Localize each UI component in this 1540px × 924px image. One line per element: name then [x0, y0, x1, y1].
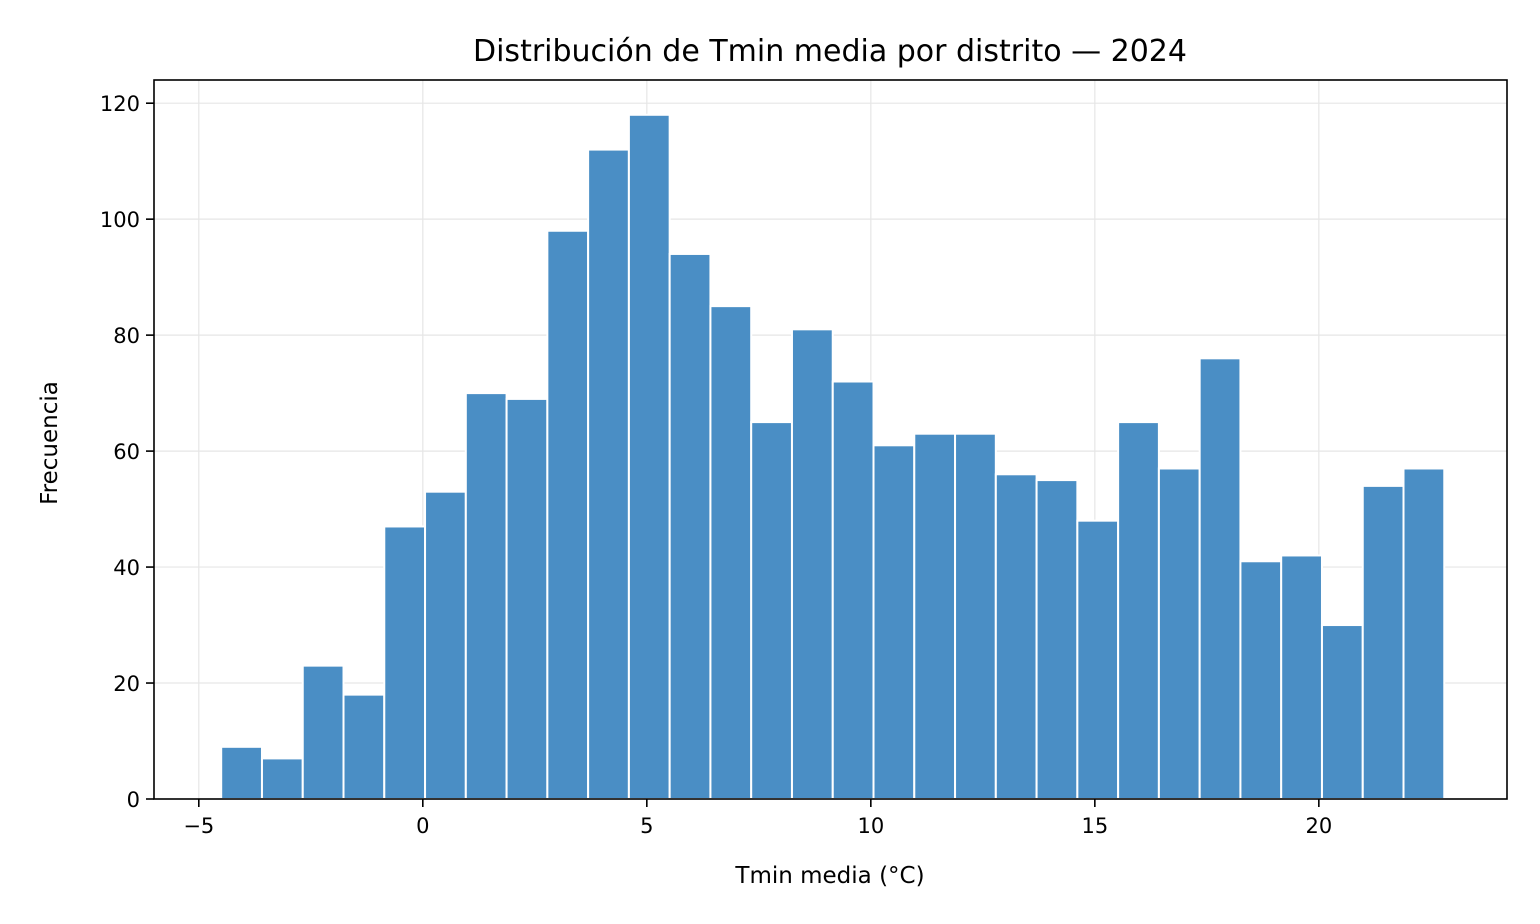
y-tick-label: 40 [113, 556, 140, 580]
y-tick-label: 120 [100, 92, 140, 116]
x-tick-label: 5 [640, 814, 653, 838]
histogram-bar [913, 432, 957, 800]
histogram-bar [668, 252, 712, 801]
histogram-bar [1320, 624, 1364, 801]
histogram-bar [1198, 357, 1242, 800]
histogram-bar [954, 432, 997, 800]
x-tick-label: 15 [1081, 814, 1108, 838]
y-axis-label: Frecuencia [37, 381, 63, 505]
chart-title: Distribución de Tmin media por distrito … [473, 34, 1187, 69]
plot-frame [153, 79, 1508, 800]
x-axis-ticks: −5 0 5 10 15 20 [183, 799, 1332, 838]
y-tick-label: 60 [113, 440, 140, 464]
histogram-bar [220, 745, 263, 800]
histogram-bar [627, 113, 671, 800]
x-tick-label: 10 [857, 814, 884, 838]
histogram-bar [301, 664, 345, 800]
x-tick-label: 20 [1305, 814, 1332, 838]
histogram-bar [1402, 467, 1446, 800]
y-tick-label: 20 [113, 672, 140, 696]
histogram-bar [342, 693, 386, 800]
histogram-bar [750, 421, 793, 800]
histogram-bar [546, 229, 590, 801]
x-tick-label: 0 [416, 814, 429, 838]
histogram-bar [1076, 519, 1120, 800]
histogram-bar [505, 397, 549, 800]
histogram-bar [260, 757, 304, 801]
y-tick-label: 0 [127, 788, 140, 812]
histogram-bar [587, 148, 630, 801]
histogram-bars [220, 113, 1446, 801]
histogram-bar [1157, 467, 1201, 800]
y-tick-label: 80 [113, 324, 140, 348]
histogram-bar [790, 328, 834, 800]
histogram-bar [1239, 560, 1283, 800]
y-tick-label: 100 [100, 208, 140, 232]
x-axis-label: Tmin media (°C) [734, 863, 924, 889]
histogram-bar [831, 380, 875, 800]
histogram-bar [383, 525, 427, 801]
histogram-bar [1117, 421, 1160, 800]
histogram-bar [1361, 484, 1405, 800]
histogram-bar [424, 490, 467, 800]
histogram-bar [464, 392, 508, 800]
y-axis-ticks: 0 20 40 60 80 100 120 [100, 92, 154, 812]
histogram-bar [709, 305, 753, 800]
histogram-bar [994, 473, 1038, 800]
histogram-bar [1280, 554, 1323, 800]
x-tick-label: −5 [183, 814, 214, 838]
histogram-bar [872, 444, 916, 800]
histogram-bar [1035, 479, 1079, 800]
